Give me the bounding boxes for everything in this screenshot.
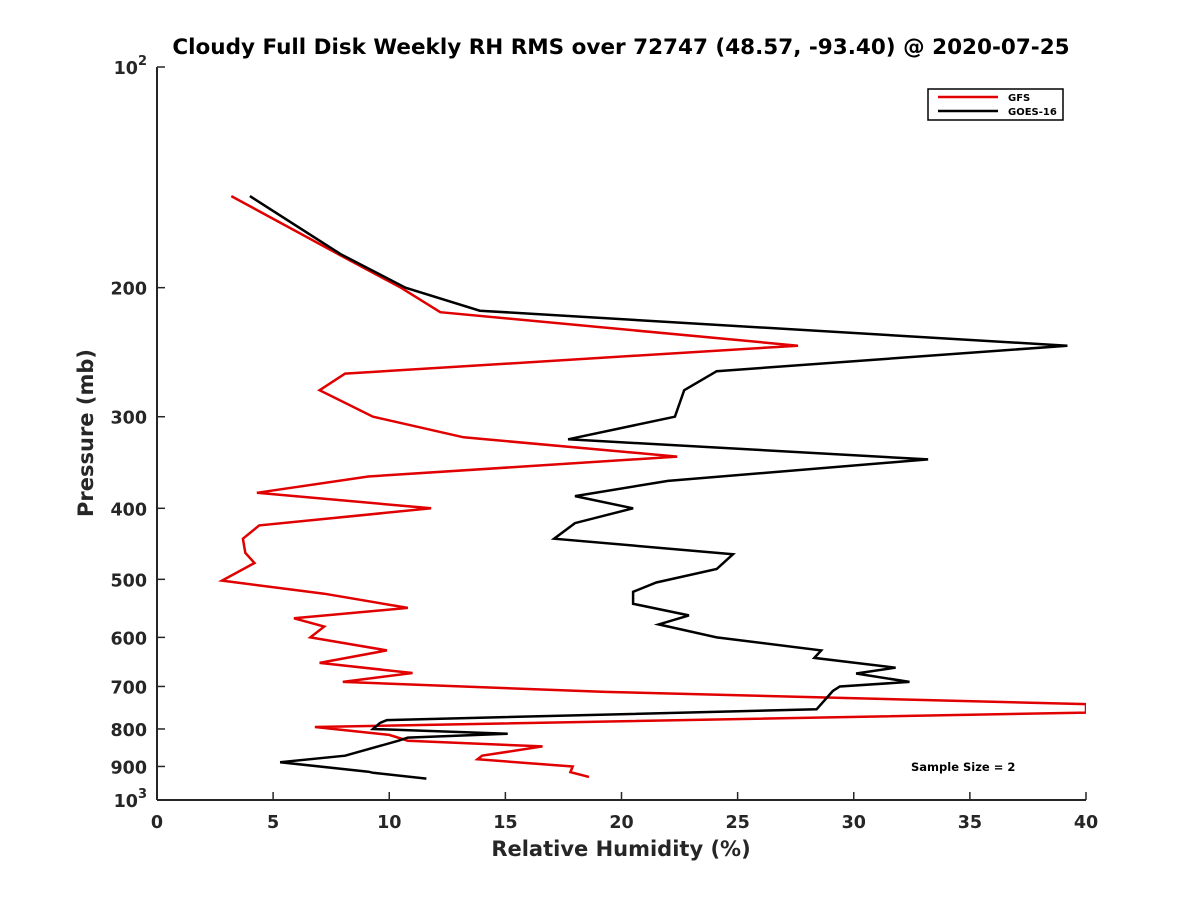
x-tick-label: 35	[958, 813, 982, 833]
x-tick-label: 15	[493, 813, 517, 833]
y-tick-label: 300	[110, 409, 147, 429]
y-tick-label: 400	[110, 500, 147, 520]
y-tick-label-exponent: 3	[138, 787, 147, 802]
y-tick-label: 500	[110, 571, 147, 591]
x-tick-label: 40	[1074, 813, 1098, 833]
sample-size-annotation: Sample Size = 2	[911, 760, 1015, 774]
y-tick-label: 800	[110, 721, 147, 741]
x-tick-label: 25	[725, 813, 749, 833]
y-tick-label-exponent: 2	[138, 54, 147, 69]
x-tick-label: 0	[151, 813, 163, 833]
y-tick-label-base: 10	[114, 59, 138, 79]
y-tick-label: 900	[110, 758, 147, 778]
x-tick-label: 10	[377, 813, 401, 833]
y-tick-label: 103	[114, 787, 147, 812]
y-axis-label: Pressure (mb)	[74, 349, 98, 517]
series-line-goes16	[249, 195, 1068, 780]
x-tick-label: 30	[842, 813, 866, 833]
x-tick-label: 5	[267, 813, 279, 833]
y-tick-label: 200	[110, 280, 147, 300]
y-tick-label-base: 10	[114, 792, 138, 812]
x-tick-label: 20	[609, 813, 633, 833]
x-axis-ticks: 0 5 10 15 20 25 30 35 40	[151, 792, 1098, 833]
series-line-gfs	[217, 195, 1086, 779]
x-axis-label: Relative Humidity (%)	[491, 837, 750, 861]
legend-label-goes16: GOES-16	[1008, 107, 1057, 118]
y-tick-label: 102	[114, 54, 147, 79]
y-tick-label: 600	[110, 629, 147, 649]
legend-box	[927, 88, 1064, 121]
series-lines	[217, 195, 1086, 780]
chart-title: Cloudy Full Disk Weekly RH RMS over 7274…	[172, 35, 1069, 60]
legend-label-gfs: GFS	[1008, 93, 1030, 104]
y-tick-label: 700	[110, 678, 147, 698]
legend: GFS GOES-16	[927, 88, 1064, 121]
